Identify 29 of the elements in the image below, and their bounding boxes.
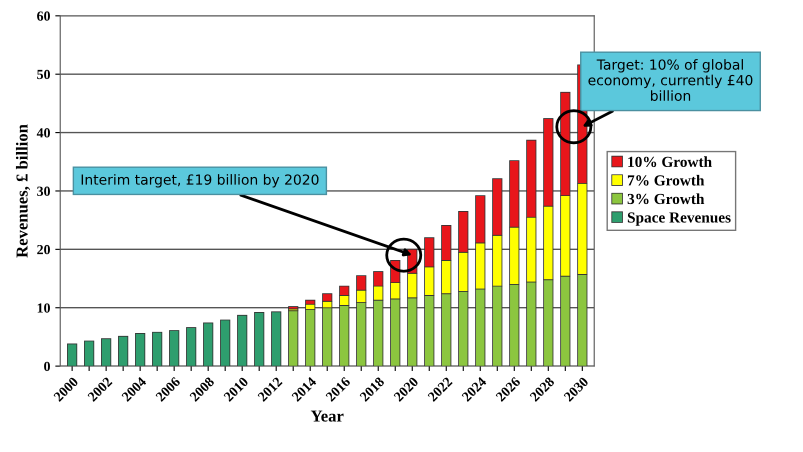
bar <box>84 340 94 366</box>
bar <box>152 332 162 366</box>
legend-label: 10% Growth <box>628 156 712 168</box>
y-tick-label: 50 <box>37 70 50 80</box>
legend-label: Space Revenues <box>628 212 731 226</box>
bar <box>288 310 298 366</box>
legend-label: 7% Growth <box>628 174 704 186</box>
bar <box>271 311 282 366</box>
y-tick-label: 30 <box>37 186 50 196</box>
bar <box>101 338 112 366</box>
y-tick-label: 0 <box>44 362 50 372</box>
x-axis-title: Year <box>310 410 344 422</box>
bar <box>254 312 264 366</box>
y-tick-label: 20 <box>37 244 50 254</box>
annotation: Target: 10% of global economy, currently £40 billion <box>588 59 752 101</box>
annotation: Interim target, £19 billion by 2020 <box>82 174 319 188</box>
bar <box>67 344 78 366</box>
bar <box>220 320 230 366</box>
bar <box>203 322 214 366</box>
bar <box>169 330 180 366</box>
bar <box>237 314 248 366</box>
y-axis-title: Revenues, £ billion <box>16 124 30 258</box>
bar <box>118 336 128 366</box>
y-tick-label: 40 <box>36 128 50 138</box>
y-tick-label: 10 <box>38 303 50 313</box>
bar <box>135 333 146 366</box>
y-tick-label: 60 <box>37 11 50 21</box>
bar <box>186 327 196 366</box>
legend-label: 3% Growth <box>628 193 704 204</box>
